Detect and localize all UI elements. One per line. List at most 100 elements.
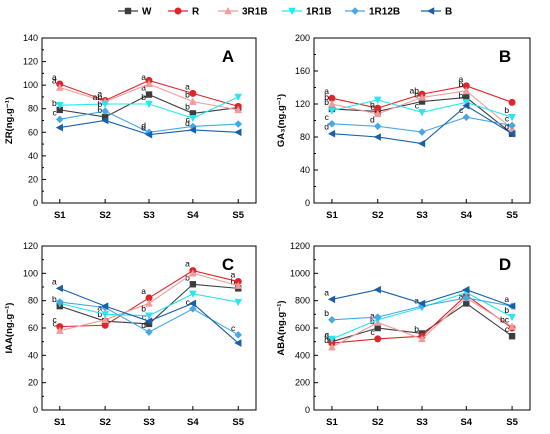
legend-item: 3R1B bbox=[218, 7, 268, 18]
significance-label: b bbox=[97, 309, 102, 319]
significance-label: ab bbox=[410, 85, 420, 95]
significance-label: bc bbox=[500, 315, 510, 325]
data-point bbox=[463, 94, 470, 101]
significance-label: b bbox=[185, 90, 190, 100]
data-point bbox=[418, 93, 426, 101]
significance-label: d bbox=[141, 320, 146, 330]
significance-label: c bbox=[325, 112, 330, 122]
y-axis-label: ABA(ng.g⁻¹) bbox=[276, 300, 287, 355]
y-tick-label: 0 bbox=[305, 198, 310, 208]
legend-label: W bbox=[142, 7, 152, 18]
data-point bbox=[373, 109, 382, 118]
series-1r1b: ab b bbox=[55, 92, 243, 123]
data-point bbox=[234, 105, 243, 114]
data-point bbox=[145, 130, 153, 139]
significance-label: a bbox=[231, 270, 236, 280]
legend-marker bbox=[174, 7, 182, 15]
data-point bbox=[189, 110, 197, 117]
data-point bbox=[55, 284, 63, 293]
data-point bbox=[101, 315, 109, 323]
x-tick-label: S5 bbox=[506, 210, 518, 221]
data-point bbox=[373, 122, 382, 131]
data-point bbox=[418, 109, 426, 117]
data-point bbox=[374, 324, 381, 332]
significance-label: c bbox=[231, 323, 236, 333]
data-point bbox=[101, 107, 109, 115]
significance-label: c bbox=[325, 330, 330, 340]
data-point bbox=[508, 322, 516, 330]
legend-label: 1R12B bbox=[369, 7, 400, 18]
data-point bbox=[508, 333, 516, 340]
significance-label: b bbox=[414, 90, 419, 100]
significance-label: b bbox=[52, 294, 57, 304]
data-point bbox=[145, 294, 153, 302]
significance-label: b bbox=[141, 92, 146, 102]
data-point bbox=[234, 278, 242, 286]
significance-label: d bbox=[324, 331, 329, 341]
data-point bbox=[55, 83, 64, 91]
series-1r12b: c dcc bbox=[325, 105, 516, 136]
x-tick-label: S4 bbox=[187, 417, 199, 428]
legend-item: 1R1B bbox=[282, 7, 332, 18]
data-point bbox=[328, 335, 336, 343]
data-point bbox=[101, 321, 109, 329]
significance-label: a bbox=[52, 276, 57, 286]
y-axis-label: IAA(ng.g⁻¹) bbox=[4, 303, 15, 354]
significance-label: b bbox=[324, 308, 329, 318]
data-point bbox=[328, 339, 336, 347]
y-tick-label: 80 bbox=[28, 296, 38, 306]
significance-label: a bbox=[52, 76, 57, 86]
series-3r1b: c bbox=[53, 269, 243, 334]
data-point bbox=[145, 317, 153, 325]
data-point bbox=[145, 312, 153, 320]
x-tick-label: S1 bbox=[54, 210, 66, 221]
data-point bbox=[373, 285, 381, 294]
legend-marker bbox=[224, 7, 232, 15]
y-tick-label: 120 bbox=[23, 57, 38, 67]
data-point bbox=[101, 311, 109, 319]
x-tick-label: S2 bbox=[99, 417, 111, 428]
data-point bbox=[462, 285, 470, 294]
significance-label: c bbox=[505, 113, 510, 123]
y-tick-label: 0 bbox=[33, 405, 38, 415]
x-tick-label: S5 bbox=[232, 210, 244, 221]
y-tick-label: 120 bbox=[23, 241, 38, 251]
x-tick-label: S2 bbox=[372, 417, 384, 428]
significance-label: a bbox=[141, 286, 146, 296]
y-tick-label: 120 bbox=[295, 99, 310, 109]
data-point bbox=[189, 269, 197, 277]
significance-label: a bbox=[459, 291, 464, 301]
significance-label: b bbox=[324, 97, 329, 107]
y-tick-label: 80 bbox=[28, 104, 38, 114]
x-tick-label: S4 bbox=[460, 417, 472, 428]
x-tick-label: S4 bbox=[460, 210, 472, 221]
data-point bbox=[234, 298, 243, 307]
legend-label: 3R1B bbox=[242, 7, 268, 18]
data-point bbox=[373, 313, 382, 321]
data-point bbox=[145, 100, 153, 108]
legend-item: W bbox=[118, 7, 152, 18]
significance-label: a bbox=[504, 294, 509, 304]
significance-label: d bbox=[141, 123, 146, 133]
legend: W R 3R1B 1R1B 1R12B B bbox=[118, 7, 452, 18]
data-point bbox=[55, 123, 63, 132]
significance-label: d bbox=[324, 122, 329, 132]
significance-label: a bbox=[324, 287, 329, 297]
x-tick-label: S3 bbox=[416, 417, 428, 428]
x-tick-label: S1 bbox=[326, 210, 338, 221]
data-point bbox=[373, 96, 382, 104]
y-tick-label: 40 bbox=[28, 151, 38, 161]
y-tick-label: 100 bbox=[23, 80, 38, 90]
x-tick-label: S5 bbox=[232, 417, 244, 428]
data-point bbox=[189, 114, 197, 123]
data-point bbox=[189, 305, 197, 313]
data-point bbox=[327, 129, 336, 138]
y-tick-label: 60 bbox=[28, 127, 38, 137]
data-point bbox=[374, 335, 382, 343]
legend-marker bbox=[288, 7, 296, 15]
data-point bbox=[101, 113, 109, 121]
